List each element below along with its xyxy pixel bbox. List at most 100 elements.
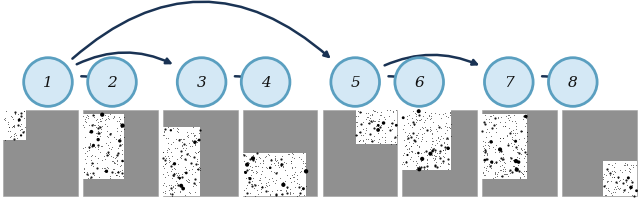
- Point: [112, 127, 122, 130]
- Point: [269, 157, 280, 161]
- Point: [248, 153, 258, 156]
- Point: [497, 158, 508, 161]
- Point: [413, 164, 424, 167]
- Point: [181, 178, 191, 182]
- Point: [621, 179, 631, 182]
- Point: [193, 150, 204, 153]
- Point: [605, 171, 615, 174]
- Point: [276, 162, 286, 165]
- Point: [428, 139, 438, 143]
- Point: [484, 120, 495, 124]
- Point: [159, 181, 170, 185]
- Point: [428, 150, 438, 153]
- Point: [404, 141, 415, 144]
- Point: [490, 175, 500, 178]
- Point: [116, 163, 126, 167]
- Point: [261, 183, 271, 186]
- Point: [195, 169, 205, 172]
- Point: [431, 155, 442, 158]
- Point: [159, 130, 169, 133]
- Point: [99, 154, 109, 158]
- Point: [243, 175, 253, 178]
- Point: [111, 174, 122, 177]
- Point: [164, 188, 174, 192]
- Point: [14, 119, 24, 122]
- Point: [422, 129, 433, 132]
- Point: [285, 177, 295, 180]
- Point: [17, 128, 27, 132]
- Point: [241, 154, 252, 157]
- Point: [374, 117, 384, 121]
- Point: [424, 115, 435, 118]
- Point: [188, 126, 198, 129]
- Point: [496, 175, 506, 178]
- Point: [10, 126, 20, 129]
- Point: [613, 186, 623, 189]
- Point: [625, 171, 636, 174]
- Point: [190, 141, 200, 144]
- Point: [504, 160, 515, 163]
- Point: [194, 139, 204, 142]
- Point: [506, 157, 516, 160]
- Point: [500, 170, 511, 173]
- Point: [250, 158, 260, 161]
- Point: [171, 179, 181, 182]
- Point: [188, 165, 198, 168]
- Point: [87, 145, 97, 148]
- Point: [615, 186, 625, 189]
- Point: [630, 163, 640, 167]
- Point: [353, 140, 364, 143]
- Point: [91, 131, 101, 135]
- Point: [95, 151, 106, 154]
- Point: [497, 156, 508, 159]
- Point: [116, 169, 127, 172]
- Point: [509, 142, 519, 146]
- Point: [406, 150, 416, 153]
- Point: [420, 150, 431, 153]
- Point: [612, 185, 622, 188]
- Point: [438, 113, 448, 116]
- Point: [282, 174, 292, 177]
- Point: [422, 159, 432, 162]
- Point: [409, 123, 419, 126]
- Point: [520, 161, 531, 164]
- Point: [184, 142, 194, 145]
- Point: [243, 162, 253, 165]
- Point: [519, 170, 529, 173]
- Point: [285, 191, 295, 194]
- Point: [375, 114, 385, 117]
- Ellipse shape: [395, 58, 444, 107]
- Point: [286, 160, 296, 163]
- Point: [3, 129, 13, 133]
- Point: [169, 190, 179, 194]
- Point: [19, 129, 29, 133]
- Point: [109, 115, 120, 118]
- Point: [494, 158, 504, 161]
- Point: [492, 161, 502, 164]
- Point: [482, 158, 492, 161]
- Point: [607, 175, 617, 178]
- Point: [481, 130, 491, 134]
- Point: [257, 165, 267, 169]
- Point: [490, 162, 500, 165]
- Point: [626, 178, 636, 182]
- Point: [159, 134, 170, 137]
- Point: [417, 126, 428, 129]
- Point: [430, 155, 440, 158]
- Point: [163, 174, 173, 177]
- Point: [479, 148, 490, 152]
- Point: [102, 166, 113, 169]
- Point: [444, 146, 454, 150]
- Point: [282, 186, 292, 190]
- Point: [270, 182, 280, 185]
- Point: [386, 140, 396, 143]
- Point: [413, 119, 424, 122]
- Point: [506, 141, 516, 144]
- Point: [355, 140, 365, 143]
- Point: [159, 166, 169, 169]
- Point: [619, 189, 629, 192]
- Point: [103, 166, 113, 170]
- Point: [434, 152, 444, 155]
- Point: [628, 164, 639, 167]
- Point: [497, 175, 508, 178]
